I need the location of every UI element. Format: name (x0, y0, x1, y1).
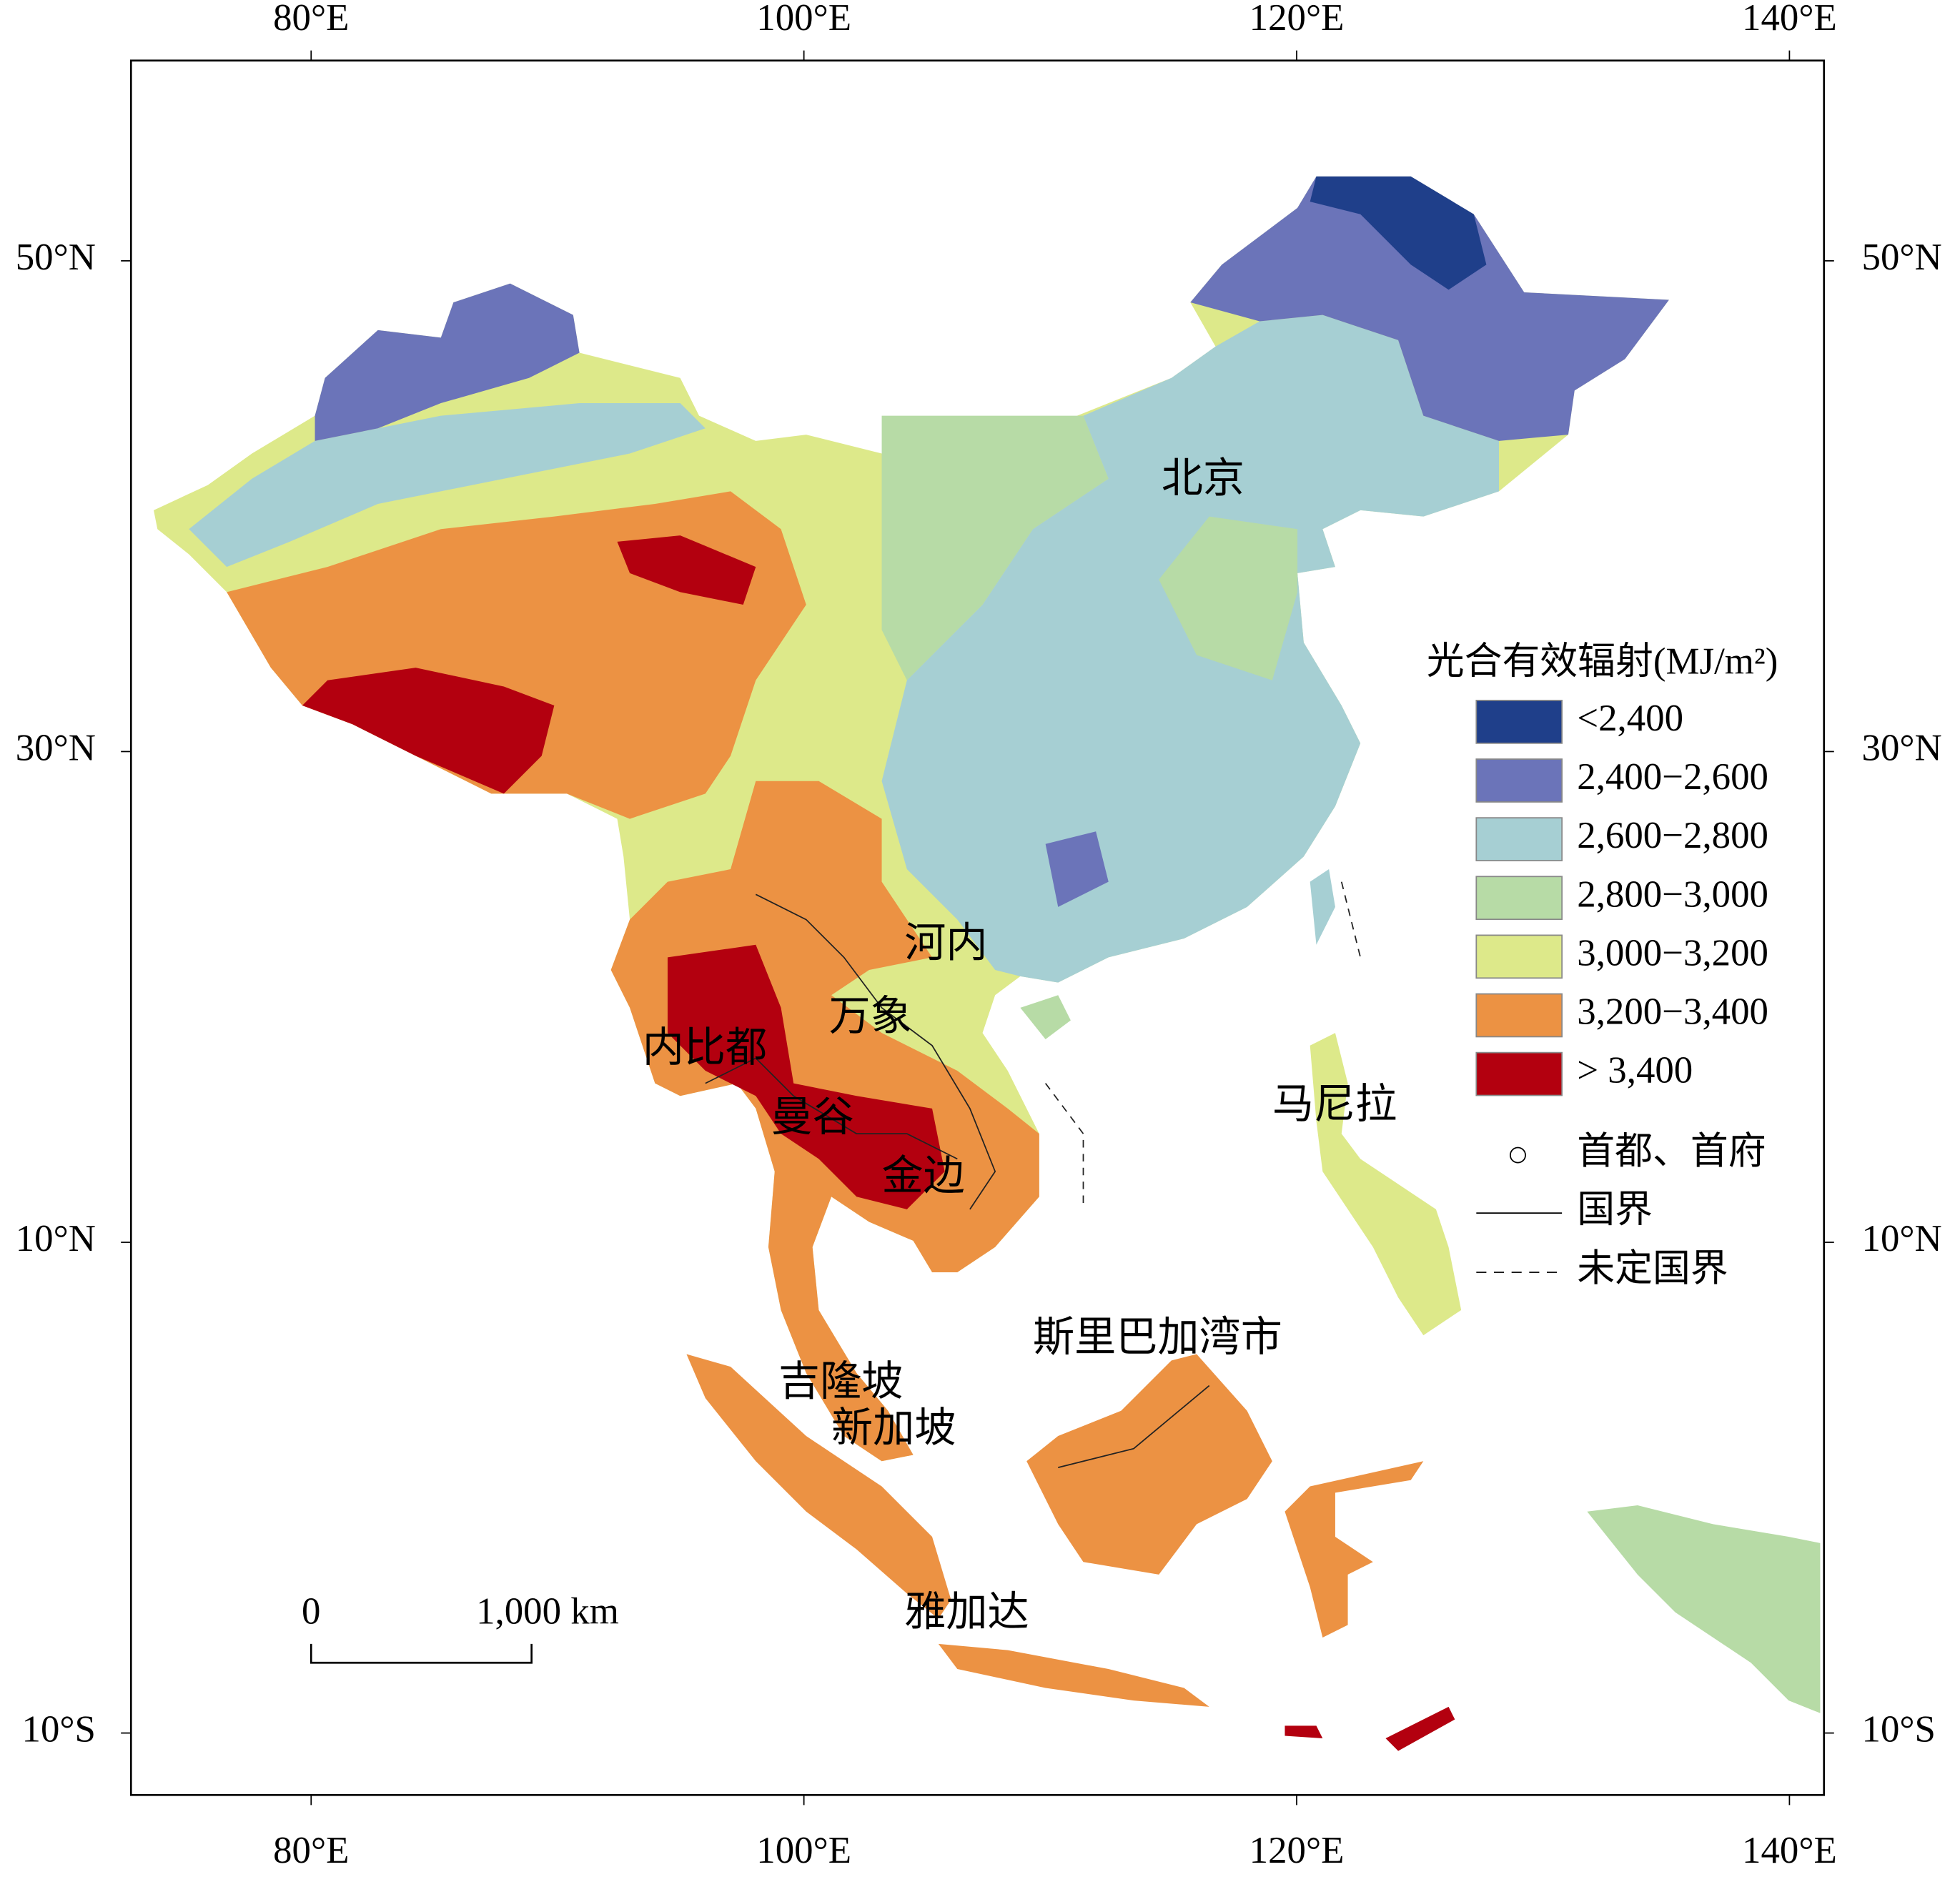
region (617, 535, 756, 605)
taiwan (1310, 869, 1335, 945)
city-label: 金边 (882, 1153, 965, 1199)
region (189, 403, 706, 568)
city-label: 新加坡 (831, 1405, 956, 1451)
city-label: 斯里巴加湾市 (1033, 1314, 1282, 1360)
legend-swatch (1475, 993, 1563, 1038)
lat-label: 50°N (1862, 237, 1942, 278)
lon-label: 100°E (756, 1830, 851, 1871)
legend-swatch (1475, 876, 1563, 921)
sumatra (686, 1354, 951, 1619)
legend-swatch (1475, 700, 1563, 744)
lat-label: 10°N (16, 1218, 96, 1259)
region (881, 315, 1500, 983)
lat-label: 30°N (16, 728, 96, 769)
city-label: 雅加达 (904, 1588, 1029, 1635)
lon-label: 120°E (1249, 0, 1345, 39)
lat-label: 50°N (16, 237, 96, 278)
scale-label: 0 (302, 1590, 320, 1632)
region (667, 944, 945, 1209)
city-label: 万象 (829, 993, 912, 1039)
borneo (1026, 1354, 1272, 1575)
graticule: 80°E 80°E 100°E 100°E 120°E 120°E 140°E 140°E 50… (16, 0, 1942, 1871)
legend-label: 3,200−3,400 (1577, 991, 1768, 1033)
city-label: 曼谷 (771, 1094, 853, 1140)
lon-label: 120°E (1249, 1830, 1345, 1871)
region (1310, 176, 1487, 290)
island (1385, 1706, 1455, 1751)
region (881, 415, 1109, 680)
scale-bar-line (310, 1643, 533, 1664)
hainan (1020, 995, 1071, 1039)
city-label: 河内 (904, 920, 987, 966)
sulawesi (1285, 1461, 1424, 1638)
legend-swatch (1475, 817, 1563, 861)
lat-label: 30°N (1862, 728, 1942, 769)
legend: 光合有效辐射(MJ/m²) 首都、首府 国界 未定国界 <2,400 2,400−… (1427, 641, 1778, 1289)
philippines (1310, 1033, 1462, 1336)
legend-title: 光合有效辐射(MJ/m²) (1427, 641, 1778, 683)
legend-swatch (1475, 1051, 1563, 1096)
city-label: 北京 (1162, 455, 1244, 501)
city-label: 吉隆坡 (778, 1358, 903, 1405)
legend-label: > 3,400 (1577, 1050, 1693, 1091)
region (1190, 176, 1669, 441)
border (1058, 1385, 1210, 1468)
new-guinea (1587, 1505, 1821, 1713)
borders (705, 881, 1362, 1468)
lon-label: 80°E (273, 0, 349, 39)
region (302, 668, 555, 794)
legend-label: 2,600−2,800 (1577, 815, 1768, 856)
java (938, 1643, 1209, 1707)
region (1045, 831, 1109, 907)
region (1159, 516, 1298, 680)
legend-label: <2,400 (1577, 698, 1683, 739)
legend-label: 2,800−3,000 (1577, 873, 1768, 915)
region (315, 283, 580, 441)
legend-label: 未定国界 (1577, 1248, 1728, 1289)
map-frame (129, 59, 1826, 1796)
lat-label: 10°S (1862, 1709, 1936, 1750)
scale-label: 1,000 km (476, 1590, 619, 1632)
island (1285, 1725, 1323, 1738)
lon-label: 80°E (273, 1830, 349, 1871)
border (705, 1057, 958, 1160)
border (755, 893, 996, 1210)
lon-label: 140°E (1742, 0, 1837, 39)
land (153, 176, 1821, 1751)
scale-bar: 0 1,000 km (302, 1590, 619, 1664)
city-label: 马尼拉 (1272, 1081, 1397, 1127)
lat-label: 10°N (1862, 1218, 1942, 1259)
lon-label: 140°E (1742, 1830, 1837, 1871)
lon-label: 100°E (756, 0, 851, 39)
capital-symbol (1510, 1146, 1526, 1164)
lat-label: 10°S (22, 1709, 96, 1750)
city-label: 内比都 (643, 1024, 767, 1071)
legend-label: 国界 (1577, 1189, 1653, 1230)
legend-label: 2,400−2,600 (1577, 756, 1768, 798)
legend-swatch (1475, 934, 1563, 979)
legend-swatch (1475, 758, 1563, 803)
legend-label: 首都、首府 (1577, 1131, 1766, 1172)
legend-label: 3,000−3,200 (1577, 932, 1768, 974)
